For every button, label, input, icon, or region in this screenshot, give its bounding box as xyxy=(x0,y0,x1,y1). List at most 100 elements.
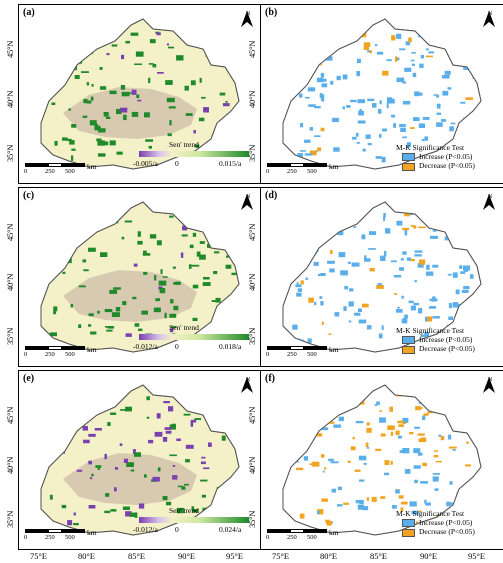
latitude-tick: 45°N xyxy=(247,406,257,424)
map-svg xyxy=(282,384,482,536)
trend-pixel xyxy=(432,473,440,475)
trend-pixel xyxy=(68,108,71,111)
trend-pixel xyxy=(121,91,130,97)
trend-pixel xyxy=(376,401,380,405)
trend-pixel xyxy=(355,421,364,424)
trend-pixel xyxy=(463,65,470,70)
trend-pixel xyxy=(168,46,175,49)
trend-pixel xyxy=(85,52,88,55)
trend-pixel xyxy=(320,72,325,78)
trend-pixel xyxy=(225,129,233,135)
trend-pixel xyxy=(213,146,216,150)
trend-pixel xyxy=(465,464,471,467)
trend-pixel xyxy=(364,255,367,260)
trend-pixel xyxy=(406,142,411,148)
trend-pixel xyxy=(425,271,434,276)
trend-pixel xyxy=(193,130,196,134)
map-svg xyxy=(282,201,482,353)
legend-increase: Increase (P<0.05) xyxy=(396,335,475,345)
trend-pixel xyxy=(329,210,336,216)
trend-pixel xyxy=(107,326,115,329)
trend-pixel xyxy=(53,309,57,315)
trend-pixel xyxy=(217,503,225,508)
trend-pixel xyxy=(78,285,86,288)
trend-pixel xyxy=(82,426,88,431)
latitude-tick: 35°N xyxy=(5,144,15,162)
trend-pixel xyxy=(299,93,303,98)
trend-pixel xyxy=(363,42,371,47)
latitude-tick: 40°N xyxy=(247,273,257,291)
trend-pixel xyxy=(212,214,215,217)
trend-pixel xyxy=(420,55,424,59)
trend-pixel xyxy=(223,406,227,408)
trend-pixel xyxy=(297,453,302,457)
trend-pixel xyxy=(396,77,405,83)
trend-pixel xyxy=(369,231,376,235)
trend-pixel xyxy=(452,449,456,451)
trend-pixel xyxy=(414,91,420,97)
trend-pixel xyxy=(418,226,426,229)
trend-pixel xyxy=(441,119,447,122)
trend-pixel xyxy=(133,263,138,267)
trend-pixel xyxy=(383,213,386,218)
trend-pixel xyxy=(137,99,142,102)
trend-pixel xyxy=(402,317,406,321)
trend-pixel xyxy=(60,232,69,236)
trend-pixel xyxy=(148,63,154,65)
trend-pixel xyxy=(358,308,362,312)
trend-pixel xyxy=(54,140,58,146)
legend-title: Sen' trend xyxy=(169,506,199,515)
trend-pixel xyxy=(138,328,143,331)
trend-pixel xyxy=(91,84,94,87)
trend-pixel xyxy=(417,263,424,268)
latitude-tick: 35°N xyxy=(5,510,15,528)
trend-pixel xyxy=(320,97,324,101)
trend-pixel xyxy=(88,324,92,327)
trend-pixel xyxy=(166,97,175,103)
trend-pixel xyxy=(361,303,369,308)
trend-pixel xyxy=(334,312,340,317)
trend-pixel xyxy=(377,109,382,114)
trend-pixel xyxy=(471,492,479,496)
trend-pixel xyxy=(176,507,185,514)
trend-pixel xyxy=(221,435,226,441)
trend-pixel xyxy=(192,509,199,513)
trend-pixel xyxy=(307,87,316,92)
trend-pixel xyxy=(366,427,372,433)
trend-pixel xyxy=(97,467,100,470)
trend-pixel xyxy=(327,260,335,264)
trend-pixel xyxy=(411,510,419,515)
trend-pixel xyxy=(436,94,440,98)
trend-pixel xyxy=(343,306,347,311)
trend-pixel xyxy=(450,122,456,125)
trend-pixel xyxy=(194,418,202,420)
trend-pixel xyxy=(387,425,395,430)
trend-pixel xyxy=(54,247,58,250)
trend-pixel xyxy=(89,477,93,480)
trend-pixel xyxy=(184,85,189,91)
trend-pixel xyxy=(456,34,463,39)
trend-pixel xyxy=(99,86,107,90)
trend-pixel xyxy=(49,494,53,500)
trend-pixel xyxy=(354,312,361,316)
trend-pixel xyxy=(436,112,441,115)
trend-pixel xyxy=(165,430,172,434)
trend-pixel xyxy=(199,77,202,83)
trend-pixel xyxy=(293,432,300,437)
longitude-tick: 90°E xyxy=(420,551,438,561)
trend-pixel xyxy=(331,488,337,493)
trend-pixel xyxy=(463,286,470,290)
trend-pixel xyxy=(432,264,439,268)
trend-pixel xyxy=(381,325,384,330)
trend-pixel xyxy=(298,444,301,447)
trend-pixel xyxy=(88,313,94,317)
trend-pixel xyxy=(85,36,89,38)
legend-title: M-K Significance Test xyxy=(396,143,465,152)
trend-pixel xyxy=(366,422,370,426)
trend-pixel xyxy=(413,448,421,454)
trend-pixel xyxy=(418,308,423,314)
trend-pixel xyxy=(352,402,360,405)
north-arrow-icon: N xyxy=(483,377,497,393)
trend-pixel xyxy=(131,111,139,117)
